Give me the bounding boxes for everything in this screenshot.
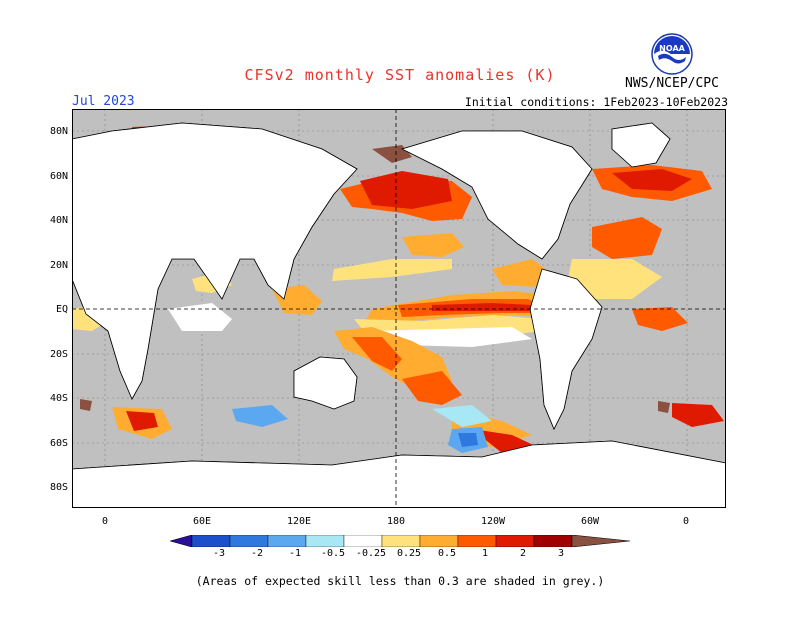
colorbar-bin (533, 535, 573, 547)
lat-label-40s: 40S (49, 393, 68, 404)
colorbar-bin (457, 535, 497, 547)
colorbar-bin (191, 535, 231, 547)
agency-label: NWS/NCEP/CPC (625, 76, 719, 91)
colorbar-left-arrow (170, 535, 193, 547)
colorbar-right-arrow (571, 535, 630, 547)
colorbar-label: 0.5 (437, 548, 457, 559)
lon-label-0-east: 0 (682, 516, 690, 527)
colorbar-label: 3 (557, 548, 565, 559)
colorbar-label: -3 (212, 548, 226, 559)
lat-label-20n: 20N (49, 260, 68, 271)
colorbar-bin (267, 535, 307, 547)
lat-label-eq: EQ (55, 304, 68, 315)
noaa-logo: NOAA (651, 33, 693, 75)
valid-month: Jul 2023 (72, 94, 135, 109)
lat-label-40n: 40N (49, 215, 68, 226)
colorbar-bin (343, 535, 383, 547)
initial-conditions: Initial conditions: 1Feb2023-10Feb2023 (464, 95, 728, 109)
lat-label-80n: 80N (49, 126, 68, 137)
colorbar-label: -2 (250, 548, 264, 559)
lat-label-60s: 60S (49, 438, 68, 449)
map-frame (72, 109, 726, 508)
lon-label-60e: 60E (192, 516, 212, 527)
colorbar-bin (381, 535, 421, 547)
colorbar-label: 0.25 (396, 548, 422, 559)
logo-text: NOAA (659, 44, 685, 53)
colorbar-bin (229, 535, 269, 547)
lat-label-80s: 80S (49, 482, 68, 493)
colorbar-bin (419, 535, 459, 547)
sst-anomaly-map (72, 109, 726, 508)
lon-label-60w: 60W (580, 516, 600, 527)
lon-label-0: 0 (101, 516, 109, 527)
colorbar-label: -0.25 (355, 548, 387, 559)
colorbar-bin (305, 535, 345, 547)
colorbar (170, 535, 630, 547)
colorbar-label: -1 (288, 548, 302, 559)
lon-label-180: 180 (386, 516, 406, 527)
colorbar-label: -0.5 (320, 548, 346, 559)
skill-caption: (Areas of expected skill less than 0.3 a… (195, 574, 605, 588)
lat-label-60n: 60N (49, 171, 68, 182)
colorbar-label: 1 (481, 548, 489, 559)
colorbar-bin (495, 535, 535, 547)
lon-label-120w: 120W (480, 516, 506, 527)
lat-label-20s: 20S (49, 349, 68, 360)
map-title: CFSv2 monthly SST anomalies (K) (244, 66, 556, 84)
lon-label-120e: 120E (286, 516, 312, 527)
colorbar-label: 2 (519, 548, 527, 559)
